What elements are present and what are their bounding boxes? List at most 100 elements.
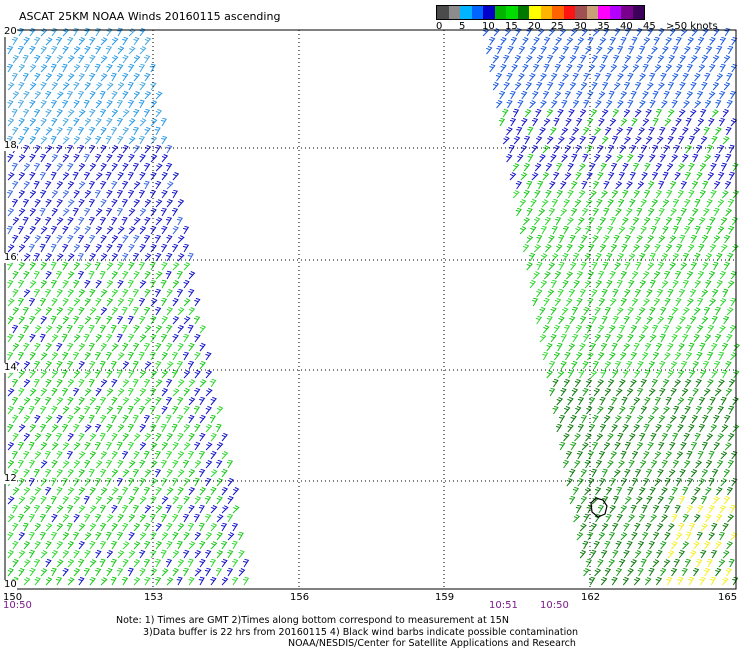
wind-barb xyxy=(726,307,734,316)
wind-barb xyxy=(708,532,716,541)
wind-barb xyxy=(122,54,129,64)
wind-barb xyxy=(122,397,130,406)
wind-barb xyxy=(88,198,96,208)
wind-barb xyxy=(188,414,195,424)
wind-barb xyxy=(117,459,124,469)
wind-barb xyxy=(172,388,180,397)
wind-barb xyxy=(729,90,737,100)
wind-barb xyxy=(122,541,130,550)
wind-barb xyxy=(594,486,602,496)
wind-barb xyxy=(539,334,547,343)
wind-barb xyxy=(67,432,75,442)
wind-barb xyxy=(659,126,666,136)
wind-barb xyxy=(645,108,652,118)
wind-barb xyxy=(56,217,64,226)
wind-barb xyxy=(105,171,112,181)
wind-barb xyxy=(144,397,152,406)
wind-barb xyxy=(617,45,624,55)
wind-barb xyxy=(672,225,679,235)
wind-barb xyxy=(652,351,660,361)
wind-barb xyxy=(644,189,651,199)
wind-barb xyxy=(183,387,191,397)
wind-barb xyxy=(116,243,123,253)
wind-barb xyxy=(657,316,665,325)
wind-barb xyxy=(595,280,603,289)
wind-barb xyxy=(694,280,702,289)
wind-barb xyxy=(677,189,685,199)
wind-barb xyxy=(18,64,26,73)
wind-barb xyxy=(144,361,152,370)
wind-barb xyxy=(62,387,69,397)
wind-barb xyxy=(596,433,604,442)
wind-barb xyxy=(111,343,119,352)
wind-barb xyxy=(165,504,172,514)
wind-barb xyxy=(656,549,663,559)
wind-barb xyxy=(506,127,513,136)
wind-barb xyxy=(667,315,674,325)
wind-barb xyxy=(166,234,173,244)
wind-barb xyxy=(11,324,19,334)
wind-barb xyxy=(56,234,63,244)
wind-barb xyxy=(716,513,723,523)
wind-barb xyxy=(725,388,733,397)
wind-barb xyxy=(122,450,129,460)
wind-barb xyxy=(561,307,569,316)
wind-barb xyxy=(150,171,157,181)
wind-barb xyxy=(537,180,544,190)
wind-barb xyxy=(216,531,223,541)
wind-barb xyxy=(600,342,608,352)
wind-barb xyxy=(12,307,20,316)
wind-barb xyxy=(122,342,129,352)
wind-barb xyxy=(713,441,721,451)
wind-barb xyxy=(12,91,20,100)
wind-barb xyxy=(133,270,140,280)
wind-barb xyxy=(89,144,96,154)
wind-barb xyxy=(67,414,74,424)
wind-barb xyxy=(116,441,123,451)
wind-barb xyxy=(646,54,653,64)
wind-barb xyxy=(557,288,564,298)
wind-barb xyxy=(23,450,30,460)
wind-barb xyxy=(139,514,147,523)
wind-barb xyxy=(182,459,190,469)
wind-barb xyxy=(546,315,553,325)
wind-barb xyxy=(33,288,41,298)
wind-barb xyxy=(554,270,562,280)
wind-barb xyxy=(635,468,642,478)
wind-barb xyxy=(542,351,549,361)
wind-barb xyxy=(139,370,147,379)
wind-barb xyxy=(161,568,169,577)
wind-barb xyxy=(62,190,70,199)
wind-barb xyxy=(642,90,649,100)
wind-barb xyxy=(640,199,648,208)
wind-barb xyxy=(639,280,647,289)
wind-barb xyxy=(608,90,615,100)
wind-barb xyxy=(661,487,668,496)
wind-barb xyxy=(585,433,592,442)
wind-barb xyxy=(630,324,638,334)
wind-barb xyxy=(708,298,717,307)
wind-barb xyxy=(83,153,90,163)
wind-barb xyxy=(601,468,608,478)
wind-barb xyxy=(717,405,725,415)
wind-barb xyxy=(570,414,577,424)
legend-swatch xyxy=(471,6,483,19)
wind-barb xyxy=(640,405,648,415)
wind-barb xyxy=(95,460,103,469)
wind-barb xyxy=(226,567,234,577)
wind-barb xyxy=(594,306,601,316)
wind-barb xyxy=(111,235,119,244)
wind-barb xyxy=(155,486,163,496)
wind-barb xyxy=(584,487,592,496)
wind-barb xyxy=(34,54,41,64)
wind-barb xyxy=(172,297,179,307)
wind-barb xyxy=(18,262,26,271)
wind-barb xyxy=(231,522,239,532)
wind-barb xyxy=(144,253,152,262)
wind-barb xyxy=(564,324,571,334)
wind-barb xyxy=(539,306,546,316)
wind-barb xyxy=(688,135,695,145)
wind-barb xyxy=(535,315,543,325)
legend-label: 40 xyxy=(620,21,633,32)
wind-barb xyxy=(654,243,661,253)
